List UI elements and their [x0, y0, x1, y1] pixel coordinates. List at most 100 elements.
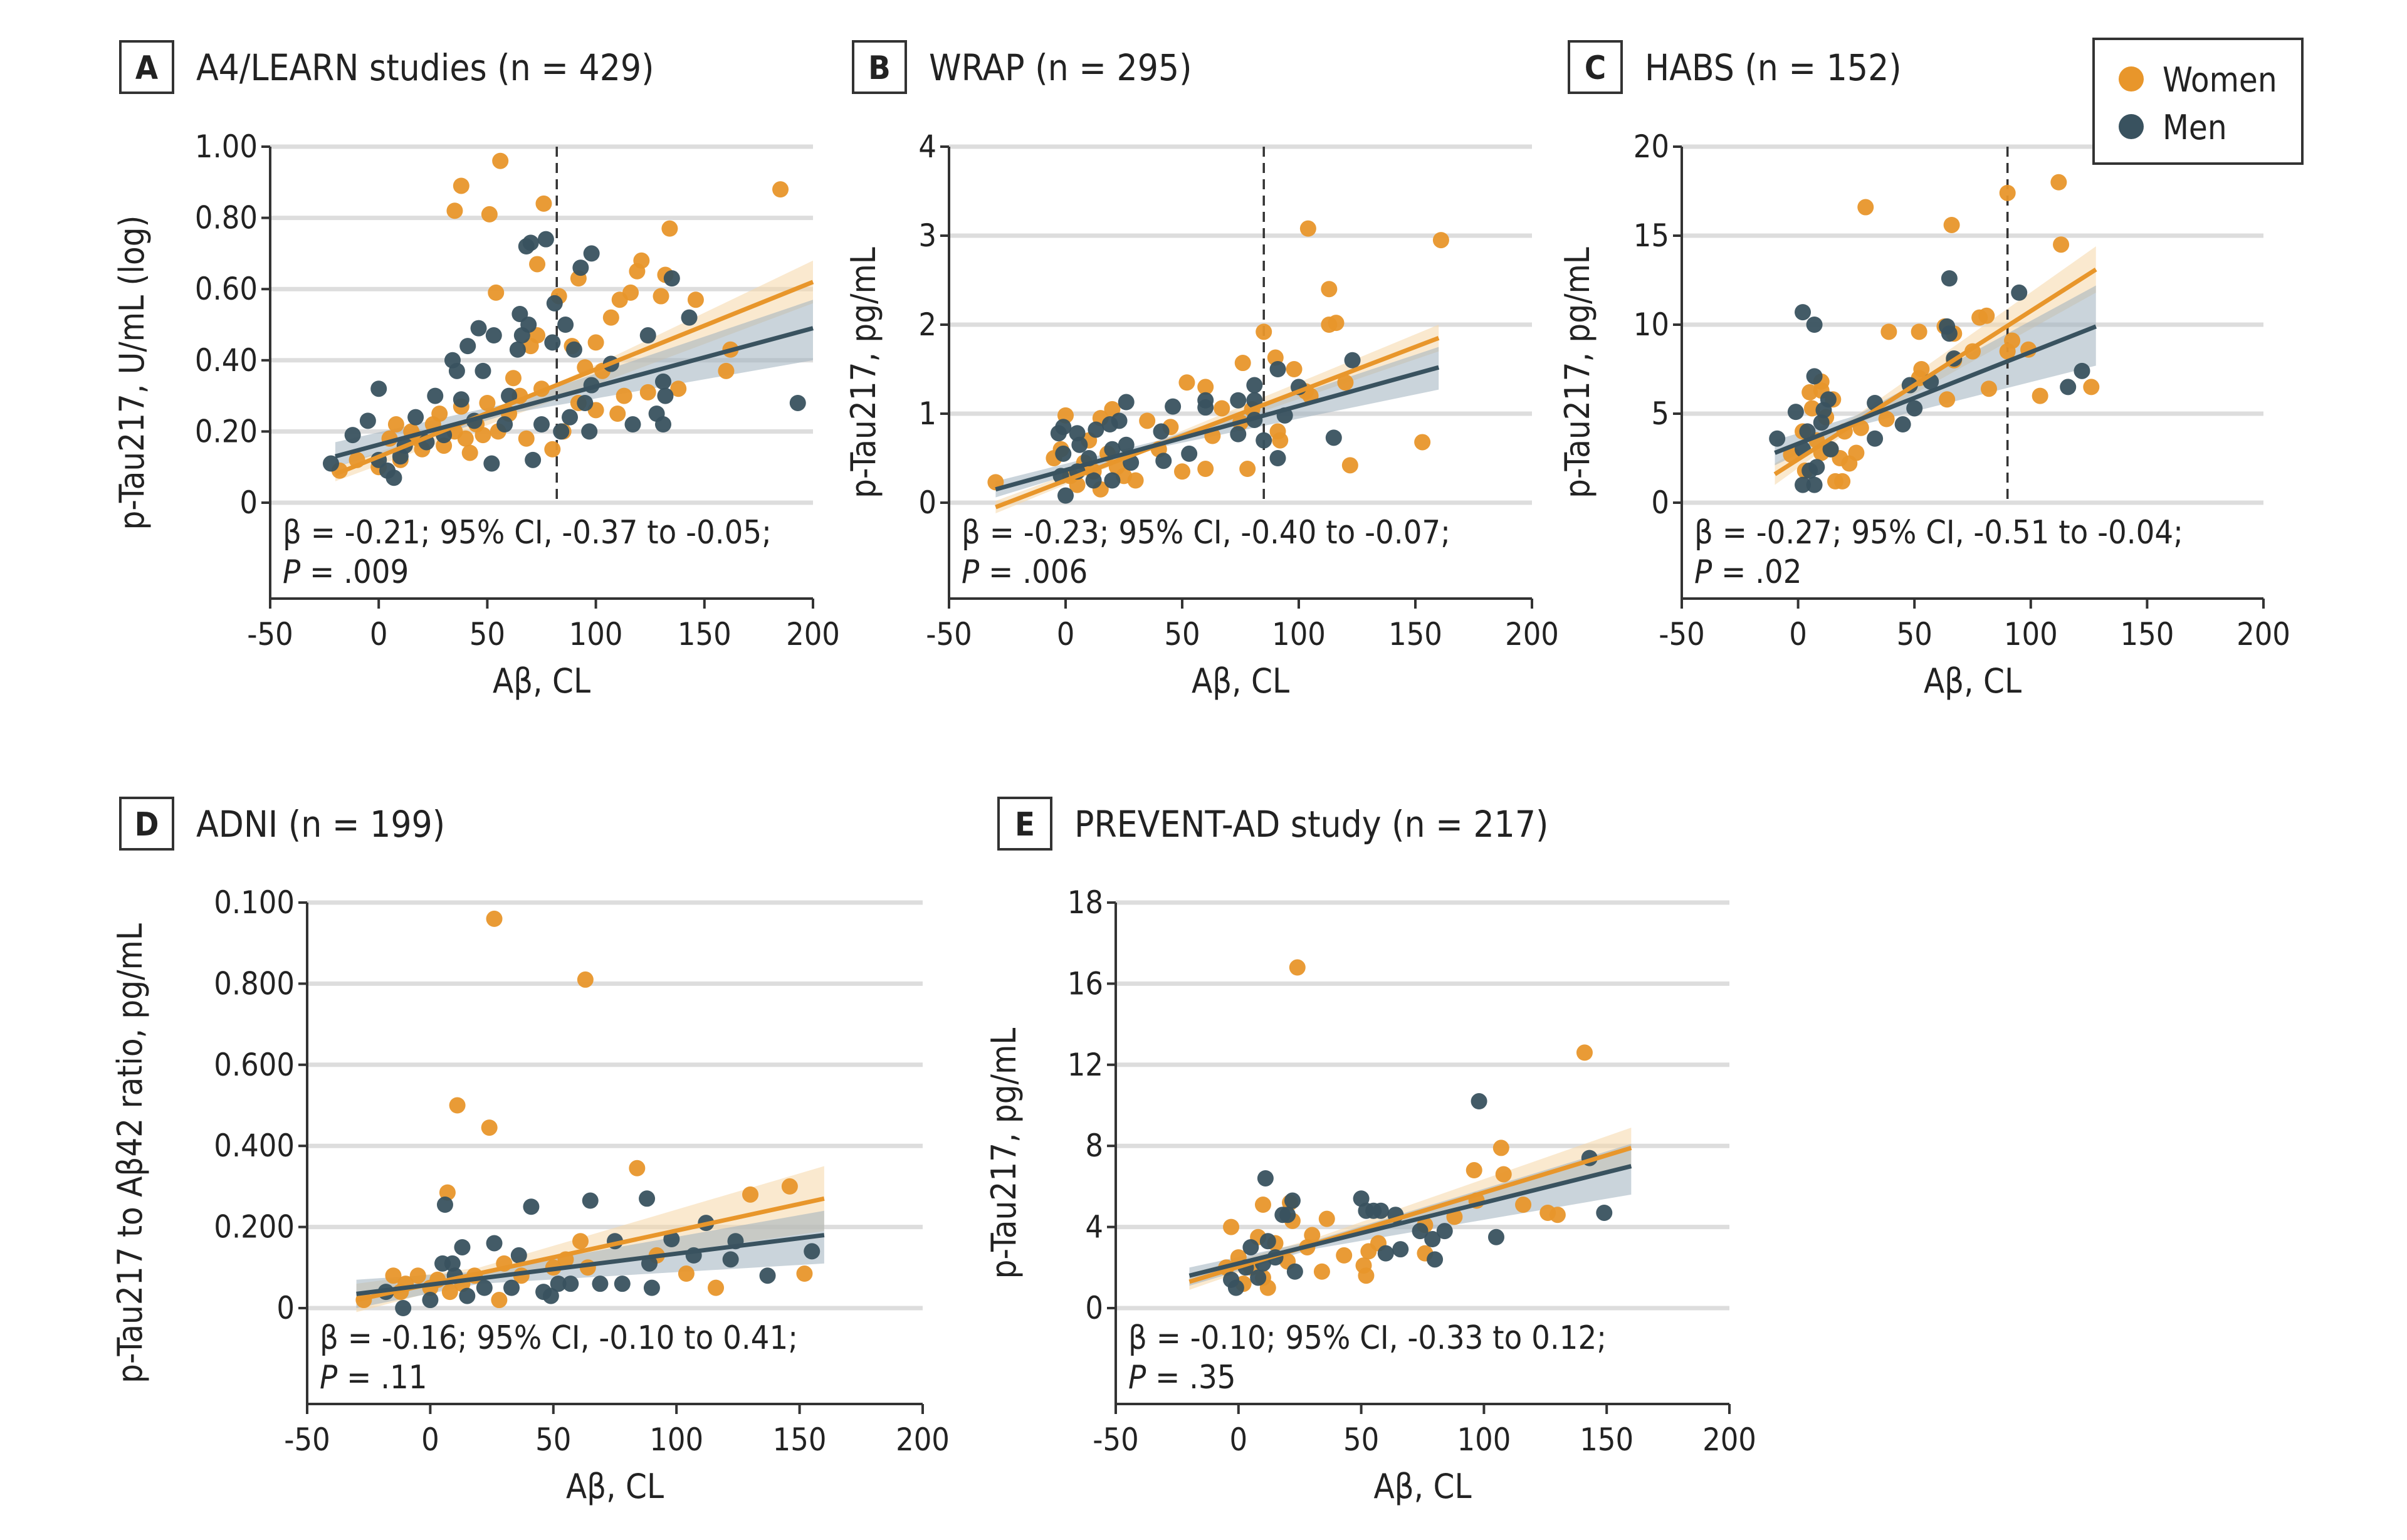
data-point-men: [1344, 352, 1361, 369]
data-point-men: [550, 1275, 567, 1292]
stats-annotation: β = -0.27; 95% CI, -0.51 to -0.04;: [1694, 514, 2183, 552]
data-point-men: [1941, 325, 1958, 342]
data-point-women: [385, 1267, 402, 1284]
data-point-men: [1055, 419, 1072, 436]
data-point-women: [742, 1186, 759, 1203]
data-point-men: [1197, 399, 1214, 416]
data-point-women: [1197, 461, 1214, 478]
panel-letter-box: [997, 797, 1052, 851]
data-point-men: [1392, 1241, 1409, 1258]
data-point-women: [577, 971, 594, 988]
data-point-women: [475, 427, 491, 444]
x-axis-label: Aβ, CL: [566, 1467, 664, 1506]
x-tick-label: 100: [2004, 616, 2058, 652]
data-point-men: [427, 387, 444, 404]
data-point-men: [562, 409, 579, 426]
y-tick-label: 1: [918, 395, 936, 432]
data-point-women: [439, 1184, 456, 1201]
data-point-women: [678, 1265, 695, 1282]
data-point-women: [1515, 1197, 1532, 1213]
data-point-men: [643, 1279, 660, 1296]
data-point-men: [2011, 284, 2028, 301]
data-point-men: [1412, 1223, 1429, 1240]
data-point-men: [1055, 445, 1072, 462]
ci-band-men: [356, 1210, 824, 1308]
stats-annotation: β = -0.21; 95% CI, -0.37 to -0.05;: [283, 514, 772, 552]
fit-line-men: [356, 1233, 825, 1296]
x-axis-label: Aβ, CL: [493, 661, 590, 701]
x-tick-label: 0: [1057, 616, 1075, 652]
data-point-women: [2032, 387, 2048, 404]
p-label: P: [1694, 553, 1712, 591]
data-point-men: [804, 1243, 821, 1260]
data-point-men: [522, 234, 539, 251]
data-point-women: [781, 1178, 798, 1195]
data-point-women: [1880, 323, 1897, 340]
fit-line-women: [995, 336, 1440, 510]
fit-line-men: [1188, 1164, 1632, 1278]
data-point-women: [491, 1292, 508, 1309]
data-point-men: [1088, 421, 1104, 438]
data-point-men: [1279, 1207, 1296, 1223]
data-point-men: [1424, 1231, 1441, 1248]
data-point-women: [718, 362, 735, 379]
p-value: = .35: [1146, 1359, 1235, 1396]
panel-letter-box: [852, 40, 907, 94]
data-point-men: [1085, 472, 1102, 489]
data-point-men: [475, 362, 491, 379]
data-point-men: [1223, 1271, 1240, 1288]
data-point-men: [1941, 270, 1958, 287]
data-point-men: [1822, 441, 1839, 458]
data-point-women: [687, 291, 704, 308]
data-point-men: [1769, 430, 1786, 447]
y-tick-label: 0.20: [195, 413, 258, 449]
data-point-women: [1878, 411, 1895, 427]
data-point-women: [1239, 461, 1256, 478]
data-point-men: [1230, 392, 1247, 409]
data-point-men: [395, 1300, 412, 1316]
data-point-women: [1259, 1279, 1276, 1296]
data-point-men: [476, 1279, 493, 1296]
data-point-men: [1230, 426, 1247, 443]
panel-title: HABS (n = 152): [1645, 46, 1902, 89]
data-point-men: [448, 362, 465, 379]
y-tick-label: 0.200: [214, 1209, 295, 1245]
x-tick-label: 200: [896, 1422, 950, 1458]
panel-letter-box: [119, 797, 174, 851]
data-point-men: [557, 317, 574, 333]
data-point-women: [587, 334, 604, 351]
x-tick-label: 200: [1702, 1422, 1756, 1458]
stats-annotation: β = -0.16; 95% CI, -0.10 to 0.41;: [320, 1319, 798, 1357]
data-point-men: [1104, 472, 1121, 489]
data-point-men: [1250, 1269, 1267, 1286]
data-point-men: [535, 1284, 552, 1301]
x-tick-label: 50: [535, 1422, 571, 1458]
legend-label-men: Men: [2163, 108, 2227, 147]
x-tick-label: -50: [1093, 1422, 1138, 1458]
y-tick-label: 12: [1067, 1047, 1103, 1083]
data-point-men: [370, 380, 387, 397]
data-point-men: [654, 416, 671, 433]
x-tick-label: 100: [649, 1422, 703, 1458]
x-tick-label: 100: [569, 616, 623, 652]
data-point-men: [525, 451, 542, 468]
data-point-women: [1318, 1210, 1335, 1227]
data-point-men: [496, 416, 513, 433]
data-point-women: [441, 1284, 458, 1301]
data-point-women: [1254, 1197, 1271, 1213]
data-point-women: [518, 430, 535, 447]
fit-line-men: [995, 365, 1440, 492]
x-axis-label: Aβ, CL: [1924, 661, 2022, 701]
data-point-women: [1304, 1227, 1321, 1244]
data-point-women: [1414, 434, 1431, 451]
y-tick-label: 20: [1634, 128, 1669, 165]
data-point-women: [1980, 380, 1997, 397]
data-point-men: [553, 423, 570, 440]
data-point-men: [1259, 1233, 1276, 1250]
data-point-men: [663, 270, 680, 287]
data-point-men: [1806, 368, 1823, 385]
data-point-men: [577, 394, 594, 411]
data-point-women: [1834, 473, 1851, 490]
data-point-women: [572, 1233, 589, 1250]
